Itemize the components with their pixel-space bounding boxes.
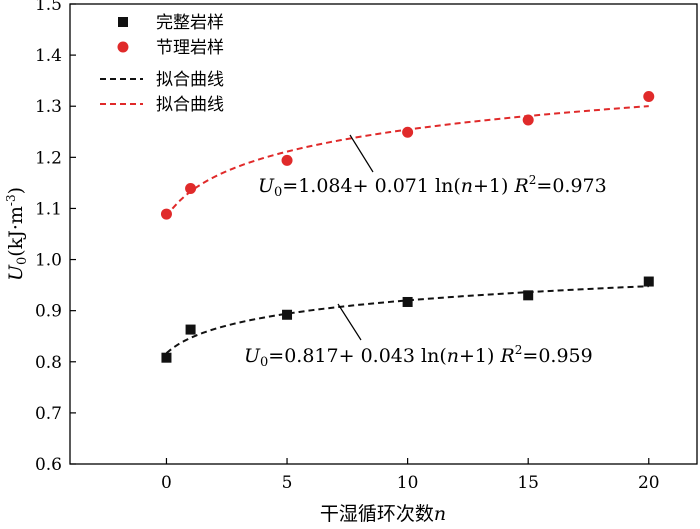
fit-curve-jointed [166, 106, 648, 216]
data-point-intact [403, 297, 413, 307]
annotation-leader-jointed [350, 135, 373, 172]
y-tick-label: 1.3 [35, 97, 62, 117]
legend-label-black-fit: 拟合曲线 [156, 70, 224, 90]
equation-jointed: U0=1.084+ 0.071 ln(n+1) R2=0.973 [258, 173, 607, 200]
y-tick-label: 1.4 [35, 46, 62, 66]
y-tick-label: 0.9 [35, 302, 62, 322]
y-tick-label: 1.1 [35, 199, 62, 219]
y-tick-label: 1.5 [35, 0, 62, 15]
x-axis-title: 干湿循环次数n [320, 503, 446, 525]
data-point-jointed [523, 115, 534, 126]
x-tick-label: 15 [517, 473, 539, 493]
y-axis-title: U0(kJ·m-3) [4, 187, 30, 281]
y-tick-label: 0.7 [35, 404, 62, 424]
x-tick-label: 5 [282, 473, 293, 493]
data-point-intact [186, 325, 196, 335]
legend: 完整岩样 节理岩样 拟合曲线 拟合曲线 [100, 13, 224, 115]
legend-marker-intact [118, 17, 128, 27]
chart: 0.60.70.80.91.01.11.21.31.41.5 0 5 10 15 20 … [0, 0, 700, 529]
data-point-jointed [185, 183, 196, 194]
x-axis: 0 5 10 15 20 [161, 458, 660, 493]
legend-label-intact: 完整岩样 [156, 13, 224, 33]
x-tick-label: 10 [397, 473, 419, 493]
data-point-jointed [643, 91, 654, 102]
y-tick-label: 0.6 [35, 455, 62, 475]
data-point-jointed [282, 155, 293, 166]
equation-intact: U0=0.817+ 0.043 ln(n+1) R2=0.959 [244, 343, 593, 370]
legend-label-jointed: 节理岩样 [156, 38, 224, 58]
data-point-intact [644, 277, 654, 287]
data-point-intact [282, 310, 292, 320]
x-tick-label: 0 [161, 473, 172, 493]
fit-curves [166, 106, 648, 353]
data-point-jointed [402, 127, 413, 138]
legend-label-red-fit: 拟合曲线 [156, 95, 224, 115]
data-point-jointed [161, 209, 172, 220]
data-point-intact [523, 290, 533, 300]
data-points [161, 91, 654, 363]
y-tick-label: 0.8 [35, 353, 62, 373]
annotation-leader-intact [338, 304, 361, 340]
y-tick-label: 1.2 [35, 148, 62, 168]
y-tick-label: 1.0 [35, 251, 62, 271]
data-point-intact [161, 353, 171, 363]
fit-curve-intact [166, 286, 648, 353]
x-tick-label: 20 [638, 473, 660, 493]
legend-marker-jointed [118, 42, 129, 53]
